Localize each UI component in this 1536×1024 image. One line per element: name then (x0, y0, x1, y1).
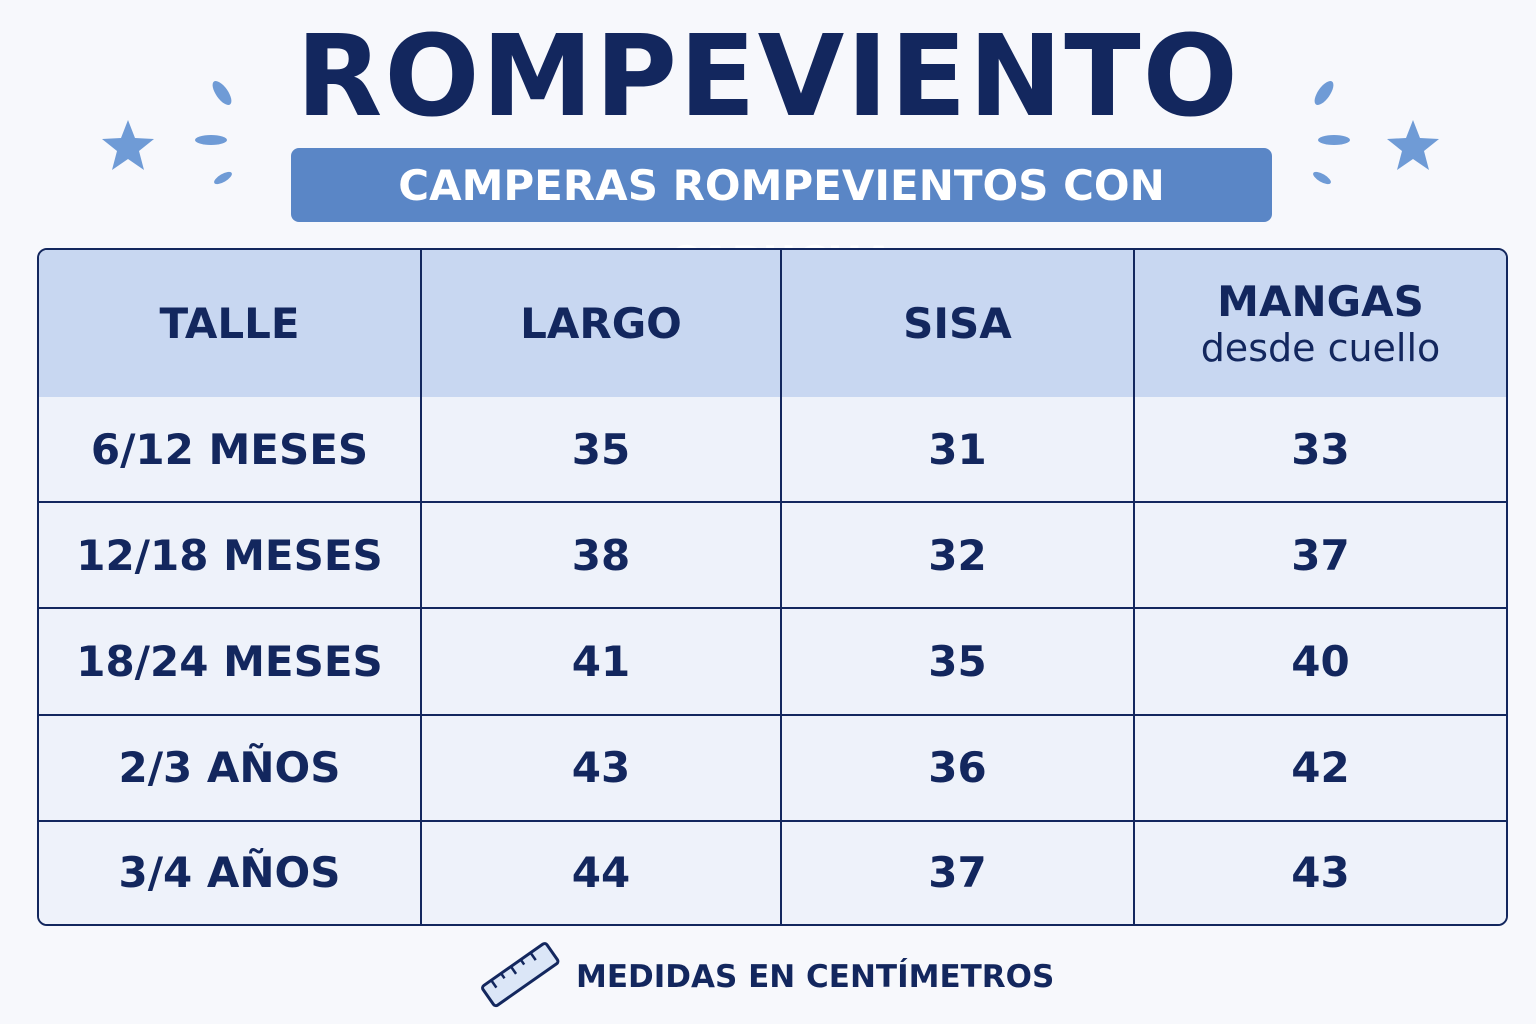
size-cell: 12/18 MESES (39, 503, 422, 610)
measure-cell: 43 (422, 715, 782, 822)
measure-cell: 40 (1135, 609, 1506, 716)
size-table: TALLE LARGO SISA MANGAS desde cuello 6/12 MES… (37, 248, 1508, 926)
measure-cell: 35 (782, 609, 1135, 716)
measure-cell: 37 (1135, 503, 1506, 610)
sparkle (195, 135, 227, 145)
star (1387, 120, 1439, 170)
ruler-icon (481, 942, 560, 1008)
measure-cell: 33 (1135, 397, 1506, 504)
sparkle (212, 81, 232, 105)
size-cell: 2/3 AÑOS (39, 715, 422, 822)
measure-cell: 42 (1135, 715, 1506, 822)
measure-cell: 43 (1135, 821, 1506, 924)
title: ROMPEVIENTO (296, 12, 1240, 142)
sparkle (1313, 171, 1331, 185)
measure-cell: 31 (782, 397, 1135, 504)
star (102, 120, 154, 170)
measure-cell: 41 (422, 609, 782, 716)
sparkle (214, 171, 232, 185)
measure-cell: 44 (422, 821, 782, 924)
column-header: TALLE (39, 250, 422, 397)
measure-cell: 36 (782, 715, 1135, 822)
footer-note: MEDIDAS EN CENTÍMETROS (576, 959, 1055, 995)
column-header: LARGO (422, 250, 782, 397)
table-row: 2/3 AÑOS 43 36 42 (39, 715, 1506, 822)
table-row: 18/24 MESES 41 35 40 (39, 609, 1506, 716)
measure-cell: 37 (782, 821, 1135, 924)
size-cell: 3/4 AÑOS (39, 821, 422, 924)
size-cell: 18/24 MESES (39, 609, 422, 716)
measure-cell: 38 (422, 503, 782, 610)
sparkle (1314, 81, 1334, 105)
measure-cell: 35 (422, 397, 782, 504)
column-header: MANGAS desde cuello (1135, 250, 1506, 397)
column-header-sublabel: desde cuello (1200, 326, 1441, 370)
table-row: 6/12 MESES 35 31 33 (39, 397, 1506, 504)
sparkle (1318, 135, 1350, 145)
table-row: 3/4 AÑOS 44 37 43 (39, 821, 1506, 924)
table-row: 12/18 MESES 38 32 37 (39, 503, 1506, 610)
measure-cell: 32 (782, 503, 1135, 610)
column-header-label: MANGAS (1217, 277, 1424, 326)
column-header: SISA (782, 250, 1135, 397)
size-cell: 6/12 MESES (39, 397, 422, 504)
subtitle: CAMPERAS ROMPEVIENTOS CON CAPUCHA (291, 148, 1272, 286)
